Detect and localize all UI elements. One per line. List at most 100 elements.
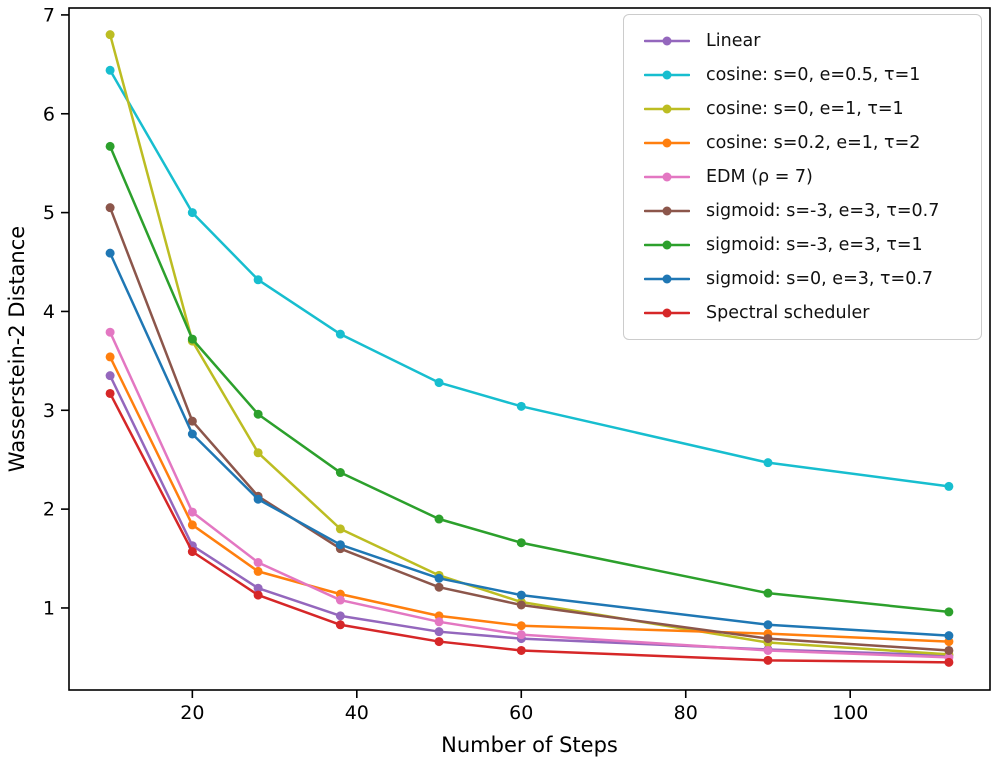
series-line <box>108 330 951 659</box>
legend-item-label: Spectral scheduler <box>706 303 870 323</box>
data-point <box>253 590 263 600</box>
legend-line-sample-icon <box>644 206 690 216</box>
series-line <box>108 392 951 664</box>
y-tick-label: 5 <box>43 202 55 224</box>
legend-line-sample-icon <box>644 70 690 80</box>
data-point <box>335 595 345 605</box>
legend-item: EDM (ρ = 7) <box>636 160 969 194</box>
legend-item-label: sigmoid: s=0, e=3, τ=0.7 <box>706 269 934 289</box>
data-point <box>253 275 263 285</box>
data-point <box>516 538 526 548</box>
data-point <box>335 620 345 630</box>
data-point <box>105 388 115 398</box>
data-point <box>105 327 115 337</box>
x-tick-label: 100 <box>832 702 868 724</box>
x-tick-label: 80 <box>674 702 698 724</box>
data-point <box>105 203 115 213</box>
legend-marker-icon <box>662 104 672 114</box>
legend-marker-icon <box>662 172 672 182</box>
x-tick-label: 20 <box>180 702 204 724</box>
data-point <box>763 655 773 665</box>
data-point <box>763 588 773 598</box>
legend-item-label: sigmoid: s=-3, e=3, τ=0.7 <box>706 201 940 221</box>
legend-marker-icon <box>662 138 672 148</box>
legend-marker-icon <box>662 206 672 216</box>
data-point <box>763 458 773 468</box>
legend-item: sigmoid: s=-3, e=3, τ=0.7 <box>636 194 969 228</box>
data-point <box>434 637 444 647</box>
legend-item-label: cosine: s=0.2, e=1, τ=2 <box>706 133 921 153</box>
data-point <box>187 507 197 517</box>
data-point <box>253 409 263 419</box>
legend-item-label: sigmoid: s=-3, e=3, τ=1 <box>706 235 923 255</box>
legend-line-sample-icon <box>644 274 690 284</box>
data-point <box>944 657 954 667</box>
legend-item: Linear <box>636 24 969 58</box>
data-point <box>763 620 773 630</box>
data-point <box>434 617 444 627</box>
data-point <box>105 352 115 362</box>
legend-item-label: Linear <box>706 31 761 51</box>
series-line <box>108 251 951 637</box>
legend-item-label: cosine: s=0, e=1, τ=1 <box>706 99 904 119</box>
legend-marker-icon <box>662 308 672 318</box>
data-point <box>516 401 526 411</box>
data-point <box>516 630 526 640</box>
data-point <box>516 621 526 631</box>
legend-marker-icon <box>662 70 672 80</box>
y-tick-label: 3 <box>43 400 55 422</box>
legend-line-sample-icon <box>644 240 690 250</box>
legend-item: sigmoid: s=-3, e=3, τ=1 <box>636 228 969 262</box>
data-point <box>434 627 444 637</box>
data-point <box>763 634 773 644</box>
data-point <box>434 378 444 388</box>
axes-spines <box>68 7 991 691</box>
data-point <box>434 582 444 592</box>
x-axis-label: Number of Steps <box>441 733 618 757</box>
data-point <box>516 645 526 655</box>
data-point <box>105 30 115 40</box>
data-point <box>187 429 197 439</box>
data-point <box>105 141 115 151</box>
data-point <box>944 631 954 641</box>
data-point <box>335 611 345 621</box>
y-tick-label: 4 <box>43 301 55 323</box>
data-point <box>335 524 345 534</box>
y-tick-label: 1 <box>43 597 55 619</box>
data-point <box>187 334 197 344</box>
data-point <box>187 416 197 426</box>
data-point <box>516 600 526 610</box>
data-point <box>253 448 263 458</box>
data-point <box>516 590 526 600</box>
data-point <box>187 520 197 530</box>
legend-item: cosine: s=0.2, e=1, τ=2 <box>636 126 969 160</box>
data-point <box>105 248 115 258</box>
data-point <box>335 329 345 339</box>
legend-line-sample-icon <box>644 138 690 148</box>
data-point <box>105 371 115 381</box>
series-line <box>108 33 951 656</box>
data-point <box>253 566 263 576</box>
legend-item: cosine: s=0, e=1, τ=1 <box>636 92 969 126</box>
legend-marker-icon <box>662 36 672 46</box>
data-point <box>105 65 115 75</box>
legend-line-sample-icon <box>644 36 690 46</box>
data-point <box>187 547 197 557</box>
y-tick-label: 7 <box>43 4 55 26</box>
data-point <box>253 494 263 504</box>
y-tick-label: 2 <box>43 499 55 521</box>
data-point <box>253 557 263 567</box>
y-tick-label: 6 <box>43 103 55 125</box>
x-tick-label: 40 <box>345 702 369 724</box>
data-point <box>944 645 954 655</box>
data-point <box>253 583 263 593</box>
legend-item: Spectral scheduler <box>636 296 969 330</box>
data-point <box>335 540 345 550</box>
legend: Linear cosine: s=0, e=0.5, τ=1 cosine: s=0… <box>623 14 982 340</box>
legend-item-label: EDM (ρ = 7) <box>706 167 813 187</box>
data-point <box>944 607 954 617</box>
y-axis-label: Wasserstein-2 Distance <box>5 225 29 473</box>
legend-line-sample-icon <box>644 172 690 182</box>
legend-item-label: cosine: s=0, e=0.5, τ=1 <box>706 65 921 85</box>
